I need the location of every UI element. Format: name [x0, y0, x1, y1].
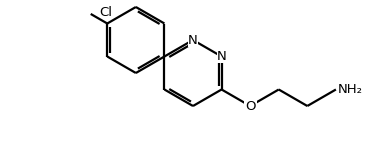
Text: N: N	[188, 33, 198, 46]
Text: Cl: Cl	[100, 6, 113, 19]
Text: O: O	[245, 100, 255, 112]
Text: NH₂: NH₂	[338, 83, 363, 96]
Text: N: N	[217, 50, 227, 63]
